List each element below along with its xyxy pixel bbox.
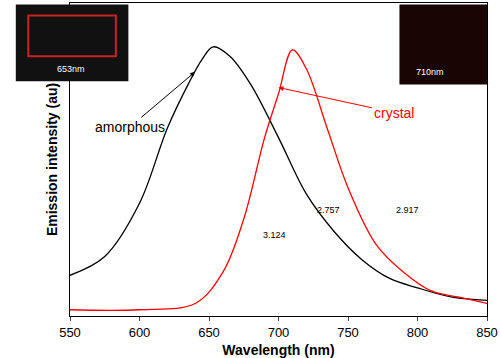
svg-text:700: 700 [268,325,290,340]
svg-text:2.917: 2.917 [396,205,419,215]
svg-text:3.124: 3.124 [263,230,286,240]
svg-text:653nm: 653nm [57,64,85,74]
svg-text:850: 850 [476,325,498,340]
svg-text:crystal: crystal [374,105,414,121]
svg-text:750: 750 [337,325,359,340]
svg-text:600: 600 [129,325,151,340]
svg-text:650: 650 [198,325,220,340]
svg-text:800: 800 [407,325,429,340]
svg-text:amorphous: amorphous [95,119,165,135]
svg-text:550: 550 [59,325,81,340]
svg-text:710nm: 710nm [416,67,444,77]
svg-text:Emission intensity (au): Emission intensity (au) [44,83,60,236]
svg-text:Wavelength (nm): Wavelength (nm) [222,342,334,358]
svg-text:2.757: 2.757 [317,205,340,215]
